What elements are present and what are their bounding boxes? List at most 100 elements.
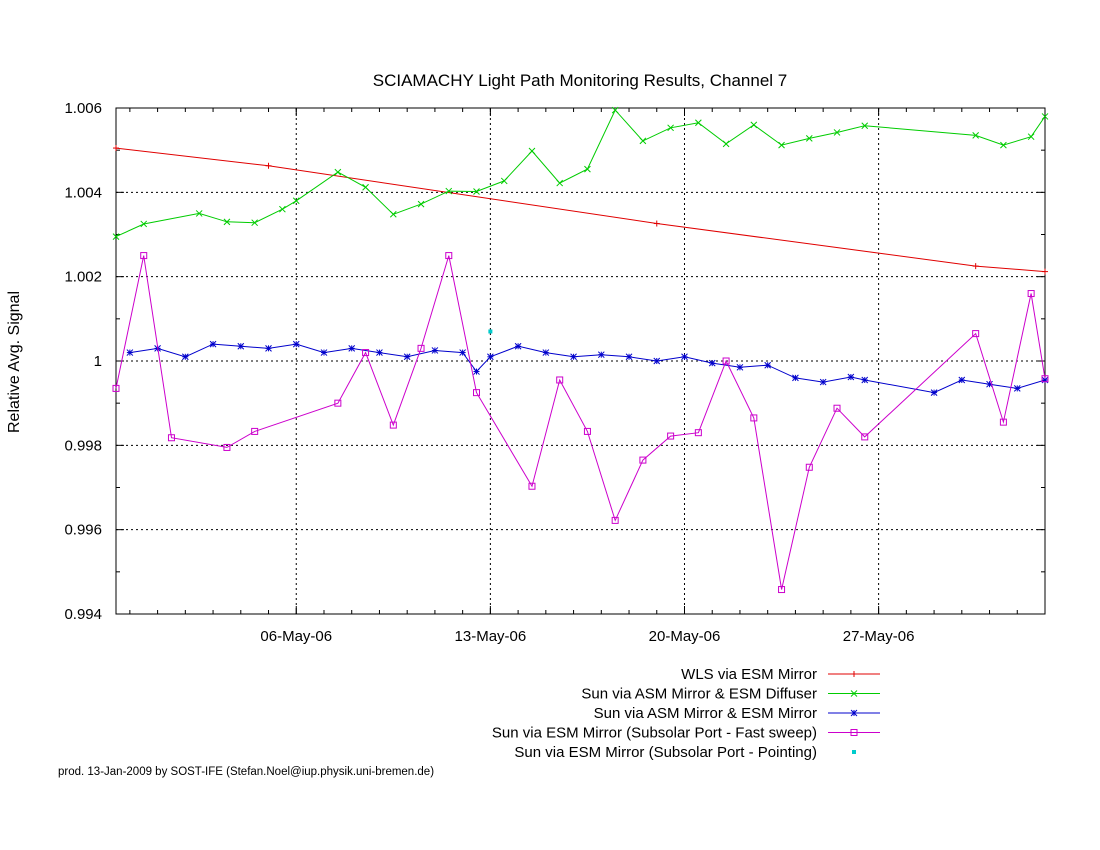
point-marker bbox=[639, 456, 647, 464]
point-marker bbox=[181, 353, 189, 361]
point-marker bbox=[861, 376, 869, 384]
point-marker bbox=[1013, 385, 1021, 392]
point-marker bbox=[852, 750, 856, 754]
point-marker bbox=[500, 177, 508, 185]
x-tick-label: 13-May-06 bbox=[455, 628, 527, 645]
point-marker bbox=[584, 165, 591, 173]
point-marker bbox=[140, 220, 148, 228]
point-marker bbox=[376, 349, 383, 356]
legend-item: Sun via ASM Mirror & ESM Diffuser bbox=[581, 686, 880, 703]
point-marker bbox=[972, 132, 980, 139]
x-tick-label: 06-May-06 bbox=[260, 628, 332, 645]
point-marker bbox=[528, 147, 536, 155]
plot-frame bbox=[115, 107, 1046, 615]
point-marker bbox=[292, 340, 300, 348]
point-marker bbox=[972, 263, 979, 270]
point-marker bbox=[722, 140, 730, 148]
series-group bbox=[112, 106, 1049, 594]
y-tick-label: 0.998 bbox=[64, 437, 102, 454]
point-marker bbox=[167, 434, 175, 442]
point-marker bbox=[722, 357, 730, 365]
point-marker bbox=[417, 344, 425, 352]
point-marker bbox=[389, 421, 397, 429]
point-marker bbox=[279, 205, 286, 213]
point-marker bbox=[514, 342, 522, 350]
y-axis-label: Relative Avg. Signal bbox=[6, 291, 23, 433]
point-marker bbox=[556, 179, 564, 187]
point-marker bbox=[958, 376, 966, 384]
point-marker bbox=[473, 389, 481, 397]
point-marker bbox=[140, 252, 148, 260]
point-marker bbox=[473, 188, 480, 195]
point-marker bbox=[251, 427, 259, 435]
point-marker bbox=[667, 124, 674, 132]
legend-label: Sun via ASM Mirror & ESM Mirror bbox=[594, 705, 817, 722]
point-marker bbox=[597, 351, 605, 359]
point-marker bbox=[126, 349, 134, 356]
point-marker bbox=[473, 368, 480, 375]
point-marker bbox=[265, 344, 272, 352]
point-marker bbox=[570, 353, 577, 361]
point-marker bbox=[389, 210, 397, 218]
point-marker bbox=[487, 353, 494, 361]
point-marker bbox=[750, 121, 758, 129]
legend-label: Sun via ESM Mirror (Subsolar Port - Poin… bbox=[514, 744, 817, 761]
point-marker bbox=[847, 373, 855, 381]
point-marker bbox=[431, 347, 439, 354]
point-marker bbox=[694, 429, 702, 437]
point-marker bbox=[528, 482, 536, 490]
production-credit: prod. 13-Jan-2009 by SOST-IFE (Stefan.No… bbox=[58, 766, 434, 778]
point-marker bbox=[113, 145, 119, 152]
point-marker bbox=[112, 384, 120, 392]
legend-label: WLS via ESM Mirror bbox=[681, 666, 817, 683]
series-line bbox=[115, 255, 1046, 590]
point-marker bbox=[251, 219, 259, 227]
point-marker bbox=[695, 119, 702, 127]
point-marker bbox=[209, 340, 217, 348]
x-tick-label: 20-May-06 bbox=[649, 628, 721, 645]
legend-label: Sun via ASM Mirror & ESM Diffuser bbox=[581, 686, 817, 703]
point-marker bbox=[805, 463, 813, 471]
point-marker bbox=[833, 404, 841, 412]
point-marker bbox=[334, 168, 342, 176]
point-marker bbox=[223, 218, 231, 226]
point-marker bbox=[362, 183, 369, 191]
y-tick-label: 1.002 bbox=[64, 269, 102, 286]
point-marker bbox=[542, 349, 550, 356]
series-line bbox=[115, 147, 1046, 273]
point-marker bbox=[1042, 268, 1048, 275]
point-marker bbox=[850, 729, 858, 736]
legend-item: Sun via ESM Mirror (Subsolar Port - Fast… bbox=[492, 725, 880, 742]
point-marker bbox=[681, 353, 688, 361]
point-marker bbox=[556, 376, 564, 384]
chart-title: SCIAMACHY Light Path Monitoring Results,… bbox=[373, 71, 788, 90]
point-marker bbox=[653, 357, 661, 365]
point-marker bbox=[1027, 290, 1035, 298]
series-5 bbox=[488, 329, 493, 334]
series-4 bbox=[112, 252, 1049, 594]
point-marker bbox=[403, 353, 411, 361]
point-marker bbox=[930, 389, 938, 396]
series-line bbox=[115, 109, 1046, 238]
y-tick-label: 1.006 bbox=[64, 100, 102, 117]
point-marker bbox=[653, 220, 660, 227]
point-marker bbox=[764, 361, 772, 369]
y-tick-label: 1 bbox=[94, 353, 102, 370]
series-3 bbox=[126, 340, 1049, 396]
point-marker bbox=[320, 349, 328, 356]
point-marker bbox=[625, 353, 633, 361]
series-2 bbox=[112, 106, 1049, 240]
point-marker bbox=[445, 187, 453, 195]
point-marker bbox=[851, 671, 857, 677]
point-marker bbox=[611, 106, 619, 114]
point-marker bbox=[778, 586, 786, 594]
legend-item: WLS via ESM Mirror bbox=[681, 666, 880, 683]
point-marker bbox=[850, 690, 858, 697]
point-marker bbox=[195, 210, 203, 217]
point-marker bbox=[736, 363, 744, 371]
point-marker bbox=[334, 399, 342, 407]
point-marker bbox=[850, 709, 858, 717]
y-tick-label: 0.994 bbox=[64, 606, 102, 623]
point-marker bbox=[1041, 113, 1049, 120]
point-marker bbox=[292, 197, 300, 205]
